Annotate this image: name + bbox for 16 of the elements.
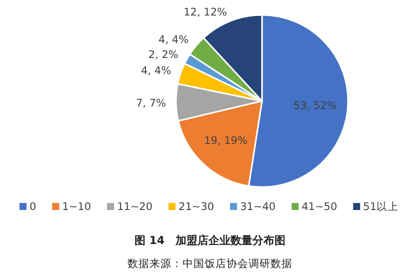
data-label: 4, 4% <box>158 34 189 46</box>
data-label: 7, 7% <box>136 97 166 110</box>
legend-label: 0 <box>29 201 36 213</box>
legend-label: 31~40 <box>240 201 276 213</box>
data-label: 19, 19% <box>204 135 248 148</box>
data-label: 2, 2% <box>148 48 178 61</box>
source-note: 数据来源：中国饭店协会调研数据 <box>128 257 292 270</box>
legend-label: 41~50 <box>302 201 338 213</box>
legend-label: 51以上 <box>363 200 399 213</box>
legend-label: 11~20 <box>117 201 153 213</box>
data-label: 12, 12% <box>184 6 228 19</box>
text: 图 14 加盟店企业数量分布图 <box>134 234 286 247</box>
legend-label: 21~30 <box>178 201 214 213</box>
data-label: 4, 4% <box>141 65 172 78</box>
legend-label: 1~10 <box>62 201 92 213</box>
data-label: 53, 52% <box>293 100 337 112</box>
